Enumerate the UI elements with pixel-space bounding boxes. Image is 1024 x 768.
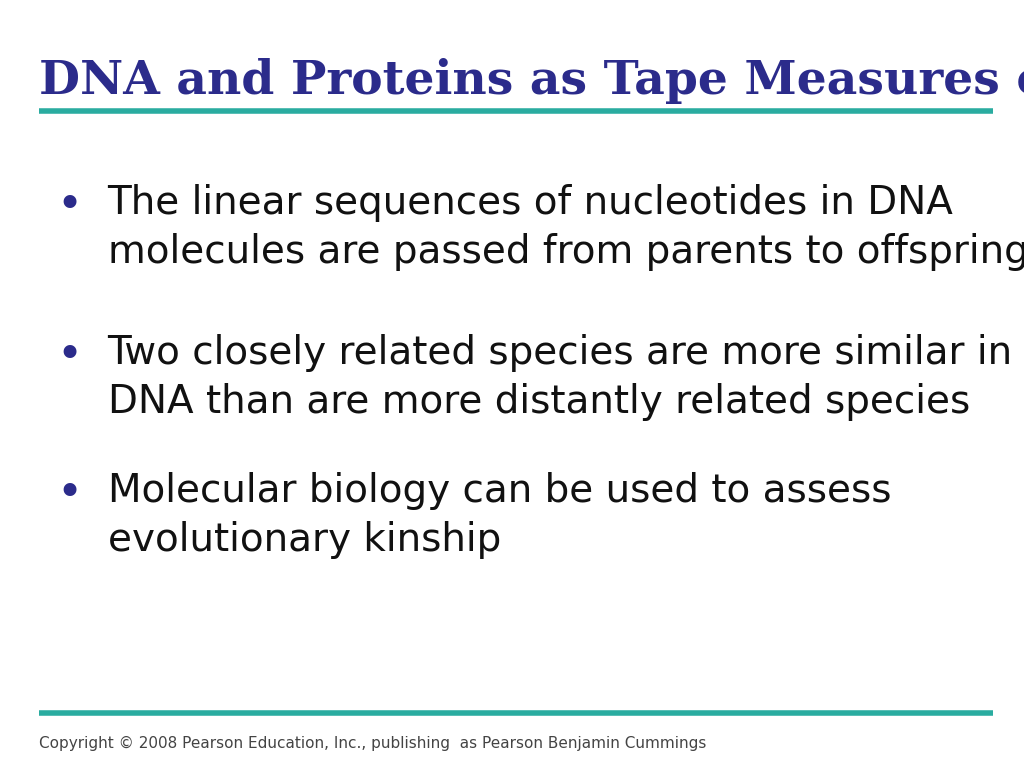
Text: Molecular biology can be used to assess
evolutionary kinship: Molecular biology can be used to assess … <box>108 472 891 559</box>
Text: •: • <box>56 184 83 227</box>
Text: •: • <box>56 472 83 515</box>
Text: The linear sequences of nucleotides in DNA
molecules are passed from parents to : The linear sequences of nucleotides in D… <box>108 184 1024 271</box>
Text: DNA and Proteins as Tape Measures of Evolution: DNA and Proteins as Tape Measures of Evo… <box>39 58 1024 104</box>
Text: Two closely related species are more similar in
DNA than are more distantly rela: Two closely related species are more sim… <box>108 334 1013 421</box>
Text: Copyright © 2008 Pearson Education, Inc., publishing  as Pearson Benjamin Cummin: Copyright © 2008 Pearson Education, Inc.… <box>39 736 707 751</box>
Text: •: • <box>56 334 83 377</box>
